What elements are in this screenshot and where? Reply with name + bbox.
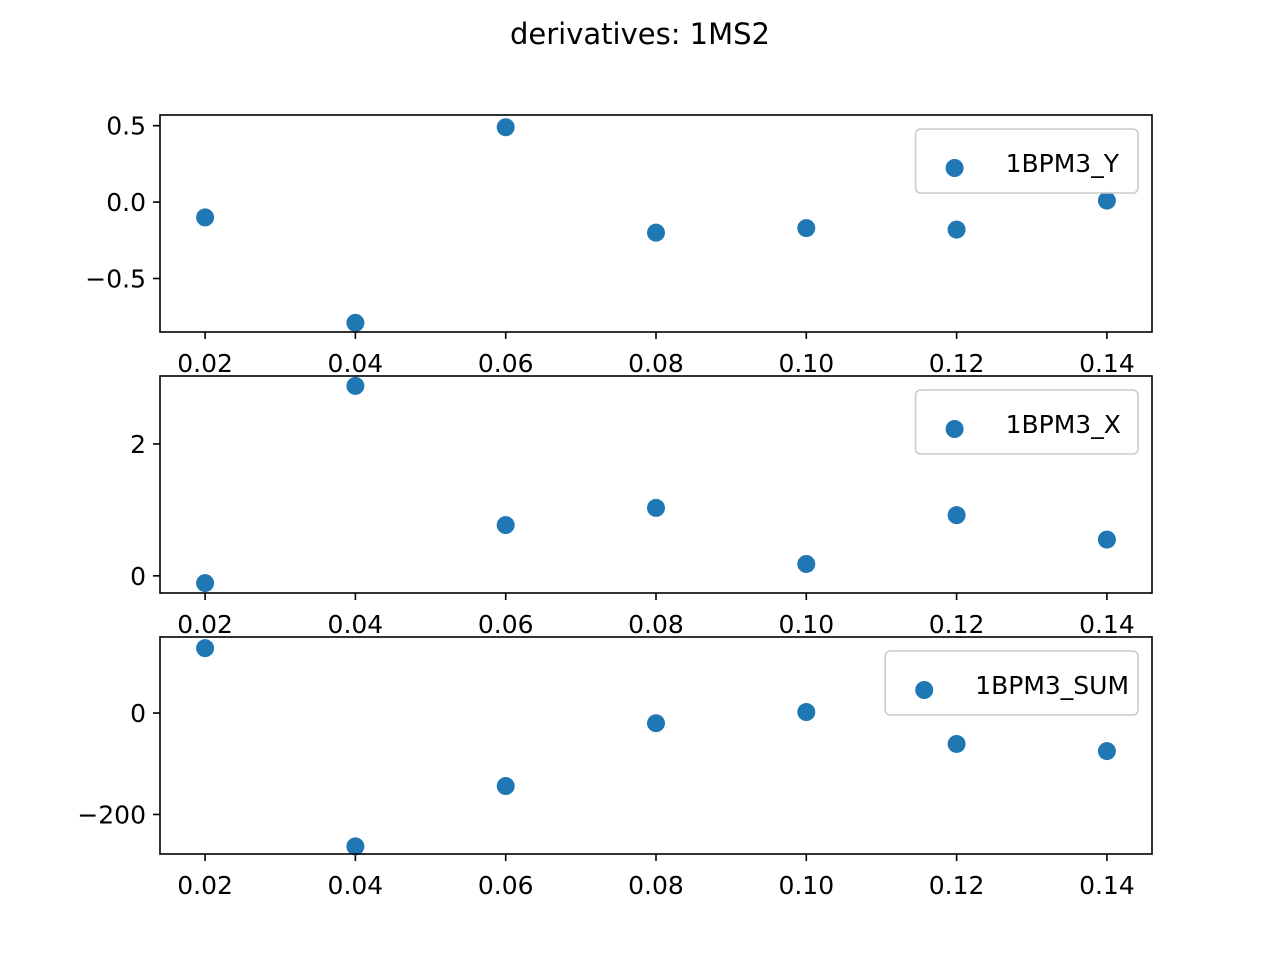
- data-point: [797, 554, 816, 573]
- legend-marker: [945, 420, 964, 438]
- x-tick-label: 0.10: [778, 610, 834, 639]
- x-tick-label: 0.08: [628, 349, 684, 378]
- legend-marker: [915, 681, 934, 699]
- data-point: [1097, 530, 1116, 549]
- x-tick-label: 0.04: [328, 871, 384, 900]
- y-tick-label: 0.0: [106, 188, 146, 217]
- subplot-3: 0.02 0.04 0.06 0.08 0.10 0.12 0.14 0 −200 1BPM3_S…: [77, 636, 1153, 900]
- subplot-2: 0.02 0.04 0.06 0.08 0.10 0.12 0.14 2 0 1BPM3_X: [130, 375, 1153, 639]
- y-tick-label: −0.5: [85, 265, 146, 294]
- y-tick-label: −200: [77, 800, 146, 829]
- legend: 1BPM3_SUM: [884, 650, 1139, 716]
- x-tick-label: 0.14: [1079, 349, 1135, 378]
- data-point: [647, 223, 665, 242]
- data-point: [196, 208, 215, 227]
- data-point: [496, 118, 515, 137]
- axes-frame: [159, 375, 1153, 594]
- data-point: [496, 516, 515, 535]
- data-point: [947, 506, 966, 525]
- x-tick-label: 0.12: [929, 871, 985, 900]
- legend-marker: [945, 159, 964, 177]
- x-tick-label: 0.02: [177, 871, 233, 900]
- x-tick-label: 0.06: [478, 349, 534, 378]
- x-tick-label: 0.02: [177, 610, 233, 639]
- x-tick-label: 0.10: [778, 871, 834, 900]
- data-point: [1097, 742, 1116, 761]
- x-tick-label: 0.08: [628, 610, 684, 639]
- data-point: [647, 498, 665, 517]
- subplots: 0.02 0.04 0.06 0.08 0.10 0.12 0.14 0.5 0.0 −0.5 1B…: [77, 112, 1153, 900]
- axes-frame: [159, 114, 1153, 333]
- legend-label: 1BPM3_X: [1006, 410, 1121, 439]
- data-point: [947, 220, 966, 239]
- data-point: [797, 219, 816, 238]
- data-point: [1097, 191, 1116, 210]
- x-tick-label: 0.08: [628, 871, 684, 900]
- x-tick-label: 0.06: [478, 610, 534, 639]
- x-tick-label: 0.10: [778, 349, 834, 378]
- x-tick-label: 0.04: [328, 349, 384, 378]
- data-point: [196, 574, 215, 593]
- data-point: [346, 376, 365, 395]
- data-point: [346, 313, 365, 332]
- x-tick-label: 0.06: [478, 871, 534, 900]
- data-point: [196, 639, 215, 658]
- data-point: [346, 837, 365, 856]
- x-tick-label: 0.14: [1079, 610, 1135, 639]
- legend-box: [884, 650, 1139, 716]
- legend-label: 1BPM3_SUM: [975, 671, 1129, 700]
- x-tick-label: 0.12: [929, 349, 985, 378]
- x-tick-label: 0.02: [177, 349, 233, 378]
- axes-frame: [159, 636, 1153, 855]
- y-tick-label: 0.5: [106, 112, 146, 141]
- legend-box: [914, 389, 1139, 455]
- data-point: [947, 734, 966, 753]
- x-tick-label: 0.04: [328, 610, 384, 639]
- y-tick-label: 2: [130, 430, 146, 459]
- y-tick-label: 0: [130, 562, 146, 591]
- x-tick-label: 0.14: [1079, 871, 1135, 900]
- y-tick-label: 0: [130, 699, 146, 728]
- subplot-1: 0.02 0.04 0.06 0.08 0.10 0.12 0.14 0.5 0.0 −0.5 1B…: [85, 112, 1153, 378]
- figure-title: derivatives: 1MS2: [510, 17, 770, 51]
- legend-label: 1BPM3_Y: [1006, 149, 1120, 178]
- data-point: [797, 703, 816, 722]
- x-tick-label: 0.12: [929, 610, 985, 639]
- data-point: [647, 714, 665, 733]
- data-point: [496, 777, 515, 796]
- legend-box: [914, 128, 1139, 194]
- legend: 1BPM3_X: [914, 389, 1139, 455]
- legend: 1BPM3_Y: [914, 128, 1139, 194]
